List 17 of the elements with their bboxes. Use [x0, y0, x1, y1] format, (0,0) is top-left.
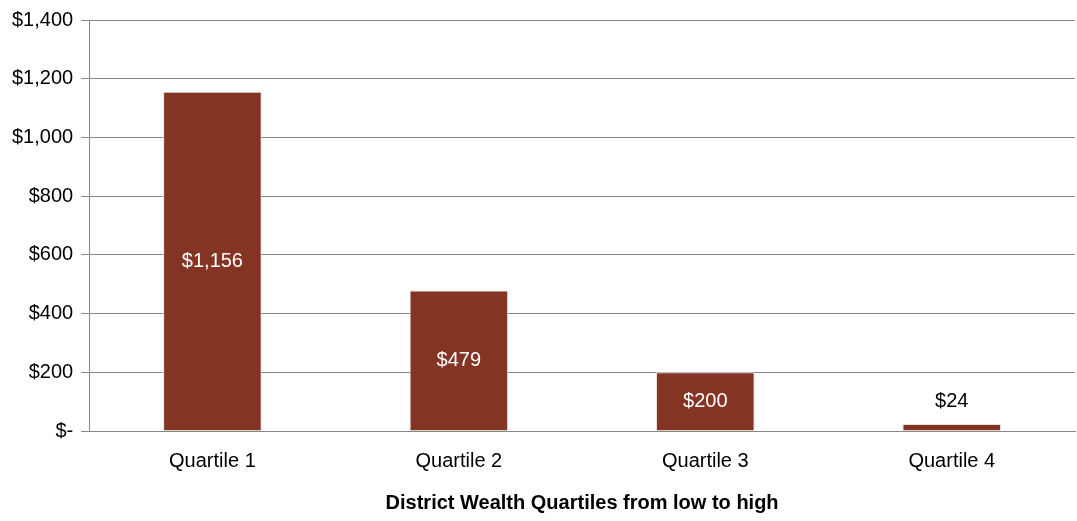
y-tick-label: $1,000 [12, 124, 74, 147]
data-label: $24 [935, 389, 969, 412]
data-label: $200 [683, 388, 728, 411]
x-axis-title: District Wealth Quartiles from low to high [385, 490, 779, 513]
x-tick-label: Quartile 4 [908, 448, 996, 471]
y-tick-label: $800 [28, 183, 74, 206]
y-tick-label: $400 [28, 301, 74, 324]
y-tick-label: $1,200 [12, 66, 74, 89]
y-tick-label: $1,400 [12, 7, 74, 30]
data-label: $1,156 [181, 248, 243, 271]
data-label: $479 [436, 347, 482, 370]
x-tick-label: Quartile 3 [661, 448, 749, 471]
x-tick-label: Quartile 2 [415, 448, 503, 471]
y-tick-label: $600 [28, 242, 74, 265]
y-tick-label: $200 [28, 359, 74, 382]
x-tick-label: Quartile 1 [169, 448, 256, 471]
y-tick-label: $- [55, 418, 74, 441]
